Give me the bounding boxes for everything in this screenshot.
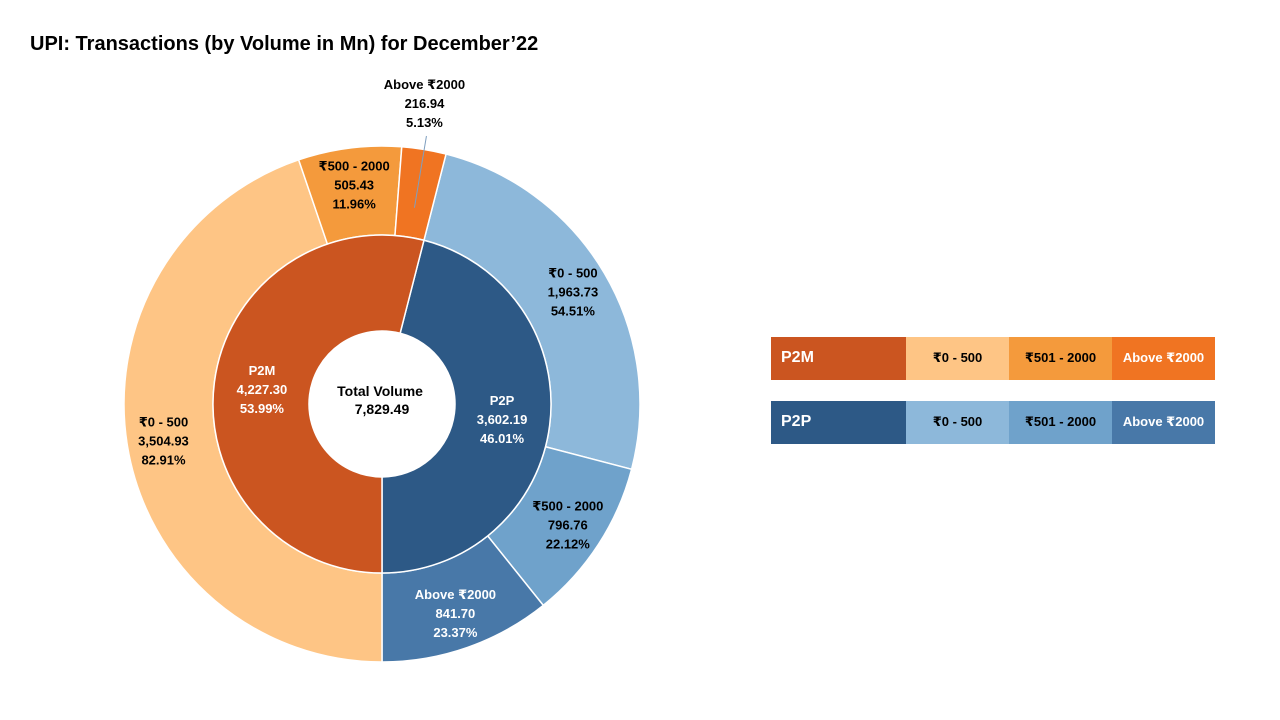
legend-p2p: P2P ₹0 - 500 ₹501 - 2000 Above ₹2000 [771,401,1215,444]
outer-label-p2p-0-500: ₹0 - 500 1,963.73 54.51% [548,266,599,319]
legend-p2p-item-1: ₹0 - 500 [906,401,1009,444]
outer-label-p2p-above-2000: Above ₹2000 841.70 23.37% [415,587,496,640]
legend-p2m-item-1: ₹0 - 500 [906,337,1009,380]
data-labels: P2P 3,602.19 46.01% P2M 4,227.30 53.99% ₹0 - 5… [138,77,603,640]
center-label-title: Total Volume [337,383,423,399]
sunburst-chart: P2P 3,602.19 46.01% P2M 4,227.30 53.99% ₹0 - 5… [123,77,641,663]
outer-label-p2p-500-2000: ₹500 - 2000 796.76 22.12% [532,499,603,552]
inner-label-p2m: P2M 4,227.30 53.99% [237,363,288,416]
chart-title: UPI: Transactions (by Volume in Mn) for … [30,33,539,55]
inner-label-p2p: P2P 3,602.19 46.01% [477,393,528,446]
outer-ring [123,145,641,663]
center-label-value: 7,829.49 [355,401,410,417]
legend-p2p-head: P2P [771,401,906,444]
legend-p2p-item-3: Above ₹2000 [1112,401,1215,444]
inner-ring [212,234,552,574]
outer-label-p2m-500-2000: ₹500 - 2000 505.43 11.96% [319,158,390,211]
center-hole [309,331,455,477]
legend-p2m-head: P2M [771,337,906,380]
outer-label-p2m-0-500: ₹0 - 500 3,504.93 82.91% [138,414,189,467]
outer-label-p2m-above-2000: Above ₹2000 216.94 5.13% [384,77,465,130]
legend-p2m-item-3: Above ₹2000 [1112,337,1215,380]
center-label: Total Volume 7,829.49 [337,383,427,417]
leader-line [413,135,427,208]
legend-p2m: P2M ₹0 - 500 ₹501 - 2000 Above ₹2000 [771,337,1215,380]
legend-p2p-item-2: ₹501 - 2000 [1009,401,1112,444]
legend-p2m-item-2: ₹501 - 2000 [1009,337,1112,380]
